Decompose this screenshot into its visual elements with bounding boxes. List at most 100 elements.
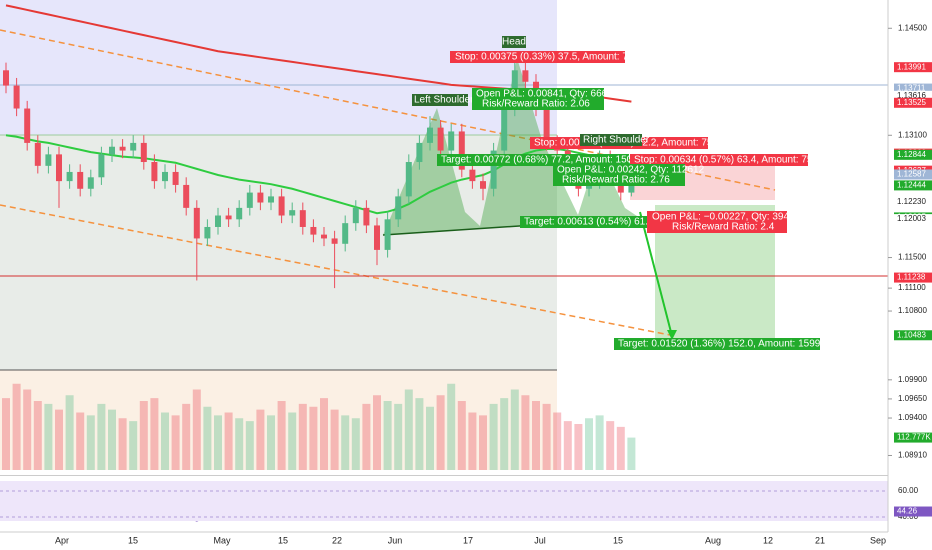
volume-bar bbox=[627, 437, 636, 470]
price-tag bbox=[894, 169, 932, 180]
x-tick-label: Aug bbox=[705, 535, 721, 545]
candle-body bbox=[13, 85, 20, 109]
annotation: Open P&L: 0.00841, Qty: 66666 bbox=[476, 89, 619, 100]
price-tag-label: 1.13616 bbox=[897, 91, 926, 100]
candle-body bbox=[310, 226, 317, 235]
volume-bar bbox=[33, 401, 42, 470]
volume-bar bbox=[553, 412, 562, 470]
volume-bar bbox=[108, 409, 116, 470]
candle-body bbox=[299, 210, 306, 227]
volume-bar bbox=[574, 424, 583, 470]
y-tick-label: 1.08910 bbox=[898, 451, 927, 460]
volume-bar bbox=[2, 398, 10, 470]
volume-bar bbox=[447, 383, 456, 470]
annotation: Target: 0.01520 (1.36%) 152.0, Amount: 1… bbox=[618, 339, 835, 350]
price-tag bbox=[894, 97, 932, 108]
y-tick-label: 1.09650 bbox=[898, 394, 927, 403]
volume-bar bbox=[150, 398, 159, 470]
candle-body bbox=[342, 223, 349, 244]
volume-bar bbox=[12, 383, 21, 470]
volume-bar bbox=[203, 406, 212, 470]
annotation: Risk/Reward Ratio: 2.76 bbox=[562, 175, 670, 186]
x-tick-label: 21 bbox=[815, 535, 825, 545]
volume-bar bbox=[330, 409, 339, 470]
y-tick-label: 1.11500 bbox=[898, 253, 927, 262]
volume-bar bbox=[224, 412, 233, 470]
price-tag bbox=[894, 149, 932, 160]
volume-bar bbox=[373, 395, 381, 470]
volume-bar bbox=[139, 401, 148, 470]
candle-body bbox=[140, 142, 147, 163]
volume-bar bbox=[245, 421, 254, 470]
price-tag-label: 1.12844 bbox=[897, 150, 926, 159]
volume-bar bbox=[479, 415, 487, 470]
price-tag bbox=[894, 214, 932, 225]
price-tag bbox=[894, 330, 932, 341]
y-tick-label: 1.10800 bbox=[898, 306, 927, 315]
annotation: Risk/Reward Ratio: 2.06 bbox=[482, 99, 590, 110]
volume-bar bbox=[235, 418, 244, 470]
candle-body bbox=[24, 108, 31, 143]
candle-body bbox=[427, 127, 433, 143]
volume-bar bbox=[309, 406, 318, 470]
candle-body bbox=[109, 146, 115, 155]
trend-line bbox=[0, 29, 776, 191]
volume-bar bbox=[97, 403, 106, 470]
y-tick-label: 1.11100 bbox=[898, 283, 926, 292]
price-tag bbox=[894, 272, 932, 283]
volume-tag-label: 112.777K bbox=[897, 433, 931, 442]
candle-body bbox=[34, 142, 41, 166]
price-tag-label: 1.11238 bbox=[897, 273, 926, 282]
x-tick-label: May bbox=[213, 535, 231, 545]
candle-body bbox=[490, 150, 497, 189]
price-tag-label: 1.10483 bbox=[897, 330, 926, 339]
candle-body bbox=[56, 154, 62, 182]
price-tag bbox=[894, 196, 932, 207]
volume-bar bbox=[256, 409, 265, 470]
rsi-tag bbox=[894, 506, 932, 517]
annotation: Right Shoulder bbox=[583, 135, 650, 146]
range-box bbox=[0, 135, 557, 370]
volume-bar bbox=[341, 415, 350, 470]
x-tick-label: 15 bbox=[128, 535, 138, 545]
volume-bar bbox=[320, 398, 328, 470]
price-tag bbox=[894, 180, 932, 191]
volume-bar bbox=[563, 421, 572, 470]
volume-bar bbox=[161, 412, 169, 470]
volume-bar bbox=[585, 418, 593, 470]
x-tick-label: 12 bbox=[763, 535, 773, 545]
volume-bar bbox=[521, 395, 530, 470]
annotation: Open P&L: −0.00227, Qty: 39432 bbox=[652, 212, 801, 223]
volume-bar bbox=[351, 418, 360, 470]
volume-bar bbox=[65, 395, 74, 470]
y-tick-label: 1.09900 bbox=[898, 375, 927, 384]
annotation: Target: 0.00772 (0.68%) 77.2, Amount: 15… bbox=[441, 155, 638, 166]
moving-average bbox=[5, 134, 632, 215]
x-tick-label: 17 bbox=[463, 535, 473, 545]
x-tick-label: Jun bbox=[388, 535, 403, 545]
volume-bar bbox=[426, 406, 434, 470]
candle-body bbox=[289, 210, 296, 216]
candle-body bbox=[162, 171, 168, 182]
volume-bar bbox=[394, 403, 403, 470]
annotation: Stop: 0.00375 (0.33%) 37.5, Amount: 750 bbox=[455, 52, 639, 63]
volume-bar bbox=[23, 389, 32, 470]
candle-body bbox=[405, 162, 412, 197]
volume-bar bbox=[86, 415, 95, 470]
candle-body bbox=[151, 162, 158, 182]
candle-body bbox=[45, 154, 52, 166]
volume-bar bbox=[404, 389, 413, 470]
candle-body bbox=[77, 171, 84, 189]
candle-body bbox=[278, 196, 285, 216]
volume-bar bbox=[171, 415, 180, 470]
annotation: Head bbox=[502, 37, 526, 48]
candle-body bbox=[98, 154, 105, 178]
candle-body bbox=[458, 131, 465, 170]
candle-body bbox=[543, 108, 550, 143]
x-tick-label: Jul bbox=[534, 535, 546, 545]
price-tag-label: 1.12587 bbox=[897, 170, 926, 179]
candle-body bbox=[193, 207, 200, 239]
candle-body bbox=[119, 146, 126, 151]
volume-bar bbox=[288, 412, 297, 470]
